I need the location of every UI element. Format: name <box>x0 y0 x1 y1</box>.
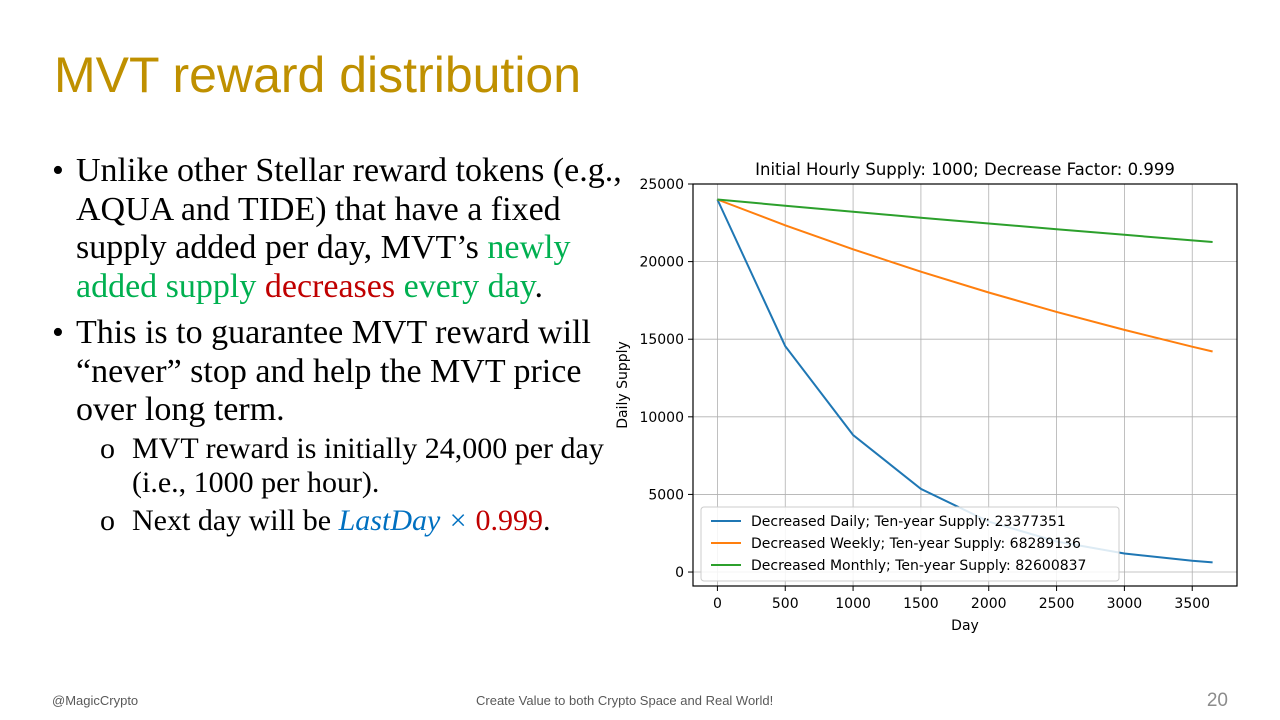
y-tick-label: 10000 <box>639 410 684 426</box>
decrease-factor-value: 0.999 <box>475 503 544 537</box>
highlight-newly-added-supply: newly added supply <box>76 229 571 305</box>
legend-entry: Decreased Monthly; Ten-year Supply: 8260… <box>751 558 1086 574</box>
y-tick-label: 0 <box>675 565 684 581</box>
bullet-dot: • <box>52 152 64 189</box>
space <box>395 268 404 305</box>
bullet-2-text: This is to guarantee MVT reward will “ne… <box>76 314 591 428</box>
x-tick-label: 500 <box>772 596 799 612</box>
series-line <box>717 198 1213 243</box>
x-tick-label: 0 <box>713 596 722 612</box>
bullet-list: • Unlike other Stellar reward tokens (e.… <box>52 152 622 538</box>
bullet-2: • This is to guarantee MVT reward will “… <box>52 314 622 430</box>
sub-bullet-glyph: o <box>100 431 115 465</box>
page-number: 20 <box>1206 690 1228 711</box>
sub-bullet-1-text: MVT reward is initially 24,000 per day (… <box>132 431 604 499</box>
y-axis-label: Daily Supply <box>615 341 631 429</box>
sub-bullet-2-end: . <box>543 503 551 537</box>
math-lastday: LastDay × <box>338 503 469 537</box>
legend-entry: Decreased Weekly; Ten-year Supply: 68289… <box>751 536 1081 552</box>
y-tick-label: 25000 <box>639 177 684 193</box>
sub-bullet-glyph: o <box>100 503 115 537</box>
plot-frame <box>692 183 1238 587</box>
x-tick-label: 2000 <box>971 596 1007 612</box>
highlight-decreases: decreases <box>264 267 396 305</box>
sub-bullet-1: o MVT reward is initially 24,000 per day… <box>52 432 622 500</box>
x-tick-label: 3500 <box>1174 596 1210 612</box>
x-axis-label: Day <box>951 618 979 634</box>
bullet-1: • Unlike other Stellar reward tokens (e.… <box>52 152 622 306</box>
supply-chart: 0 500 1000 1500 2000 2500 3000 3500 0 5000 10000 15… <box>615 160 1238 634</box>
space <box>256 268 265 305</box>
legend-entry: Decreased Daily; Ten-year Supply: 233773… <box>751 514 1066 530</box>
sub-bullet-2: o Next day will be LastDay × 0.999. <box>52 504 622 538</box>
y-tick-label: 20000 <box>639 255 684 271</box>
y-tick-label: 15000 <box>639 332 684 348</box>
x-tick-label: 2500 <box>1039 596 1075 612</box>
x-tick-label: 1000 <box>835 596 871 612</box>
sub-bullet-2-text: Next day will be <box>132 503 339 537</box>
y-tick-label: 5000 <box>648 487 684 503</box>
legend-box <box>700 506 1120 582</box>
series-line <box>717 198 1213 353</box>
footer-handle: @MagicCrypto <box>52 693 139 708</box>
bullet-1-text: Unlike other Stellar reward tokens (e.g.… <box>76 152 622 266</box>
slide-title: MVT reward distribution <box>54 47 582 103</box>
footer-tagline: Create Value to both Crypto Space and Re… <box>476 693 774 708</box>
bullet-1-end: . <box>534 267 544 305</box>
bullet-dot: • <box>52 314 64 351</box>
chart-title: Initial Hourly Supply: 1000; Decrease Fa… <box>755 160 1175 179</box>
x-tick-label: 3000 <box>1107 596 1143 612</box>
space <box>468 504 476 537</box>
x-tick-label: 1500 <box>903 596 939 612</box>
highlight-every-day: every day <box>403 267 535 305</box>
